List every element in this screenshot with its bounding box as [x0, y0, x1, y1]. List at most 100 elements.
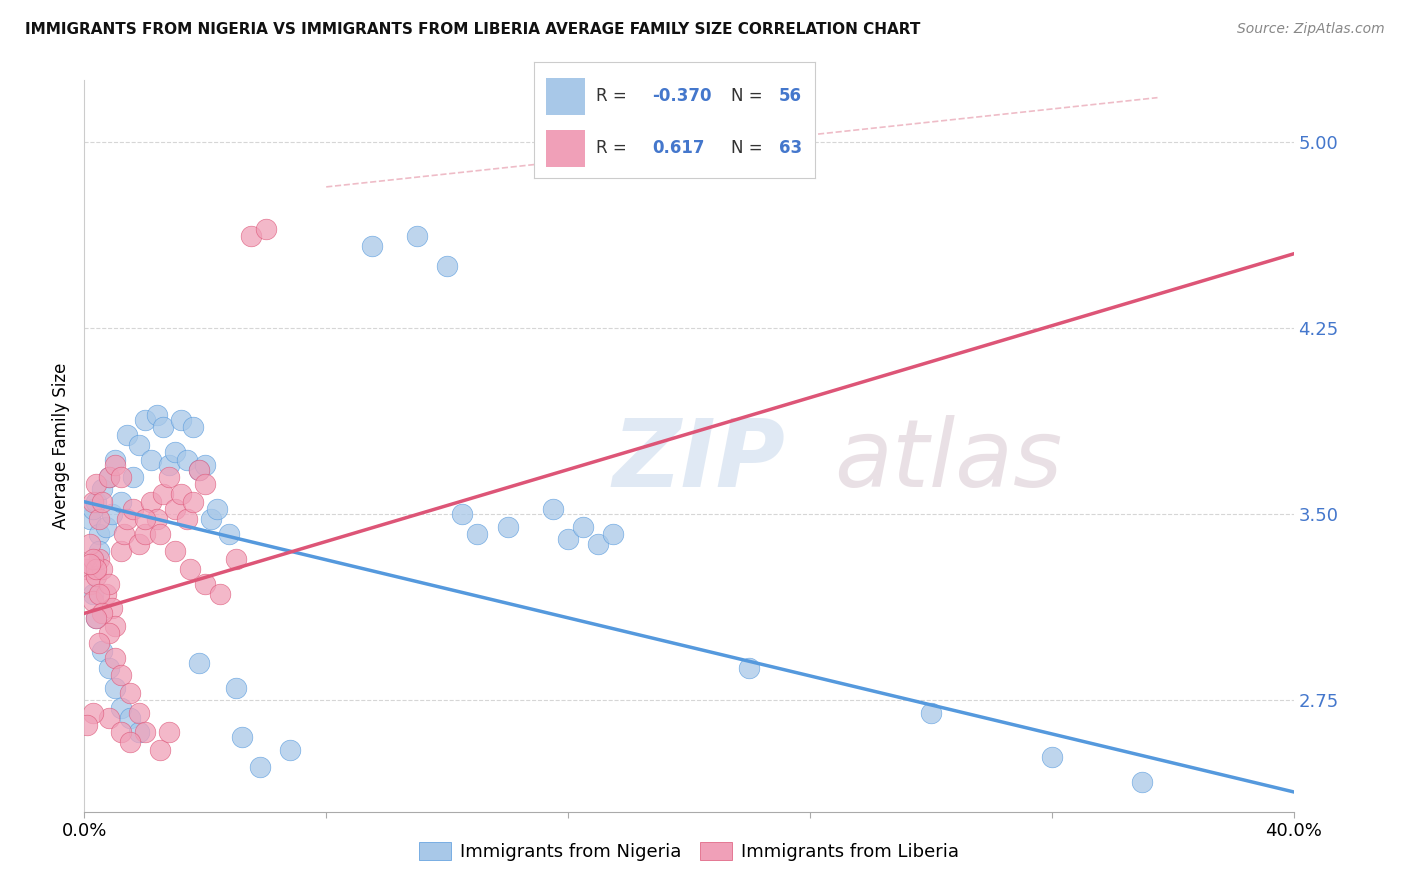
Text: N =: N = — [731, 139, 768, 157]
Point — [139, 452, 162, 467]
Point — [79, 576, 101, 591]
Point — [86, 477, 108, 491]
Text: atlas: atlas — [834, 415, 1063, 506]
Point — [188, 462, 211, 476]
Point — [121, 470, 143, 484]
Point — [170, 487, 193, 501]
Point — [920, 706, 942, 720]
Point — [104, 619, 127, 633]
Point — [104, 452, 127, 467]
Point — [82, 586, 104, 600]
Point — [79, 557, 101, 571]
Point — [91, 495, 114, 509]
Point — [128, 706, 150, 720]
Point — [207, 502, 229, 516]
Point — [451, 507, 474, 521]
Point — [86, 611, 108, 625]
Point — [104, 681, 127, 695]
Point — [588, 537, 610, 551]
Point — [82, 706, 104, 720]
Point — [254, 222, 277, 236]
Point — [152, 420, 174, 434]
Point — [436, 259, 458, 273]
Point — [146, 512, 169, 526]
Point — [91, 607, 114, 621]
Point — [110, 725, 132, 739]
Point — [200, 512, 222, 526]
Legend: Immigrants from Nigeria, Immigrants from Liberia: Immigrants from Nigeria, Immigrants from… — [412, 835, 966, 869]
Point — [97, 710, 120, 724]
Point — [209, 586, 232, 600]
Point — [360, 239, 382, 253]
Point — [82, 594, 104, 608]
Point — [134, 725, 156, 739]
Point — [149, 743, 172, 757]
Point — [176, 452, 198, 467]
Point — [110, 700, 132, 714]
Point — [165, 445, 187, 459]
Point — [572, 519, 595, 533]
Point — [82, 551, 104, 566]
Point — [118, 710, 141, 724]
Text: R =: R = — [596, 87, 633, 105]
Point — [165, 502, 187, 516]
Point — [165, 544, 187, 558]
Point — [249, 760, 271, 774]
Point — [118, 686, 141, 700]
Point — [86, 495, 108, 509]
Point — [82, 502, 104, 516]
Point — [194, 477, 217, 491]
Point — [225, 551, 247, 566]
Point — [194, 458, 217, 472]
Point — [188, 462, 211, 476]
Point — [97, 470, 120, 484]
Point — [97, 661, 120, 675]
Point — [557, 532, 579, 546]
Point — [97, 626, 120, 640]
Point — [1040, 750, 1063, 764]
Text: N =: N = — [731, 87, 768, 105]
Point — [89, 512, 111, 526]
Point — [97, 576, 120, 591]
Point — [94, 586, 117, 600]
Point — [738, 661, 761, 675]
Text: R =: R = — [596, 139, 633, 157]
Point — [110, 470, 132, 484]
Point — [110, 668, 132, 682]
Point — [218, 527, 240, 541]
FancyBboxPatch shape — [546, 129, 585, 167]
Point — [104, 651, 127, 665]
Text: Source: ZipAtlas.com: Source: ZipAtlas.com — [1237, 22, 1385, 37]
Point — [86, 562, 108, 576]
Point — [602, 527, 624, 541]
Point — [118, 735, 141, 749]
Point — [97, 470, 120, 484]
Point — [82, 495, 104, 509]
Point — [139, 495, 162, 509]
Point — [89, 636, 111, 650]
Point — [157, 470, 180, 484]
Point — [225, 681, 247, 695]
Point — [100, 601, 122, 615]
Point — [231, 731, 253, 745]
Point — [134, 512, 156, 526]
Point — [91, 483, 114, 497]
Point — [134, 413, 156, 427]
Point — [146, 408, 169, 422]
Point — [86, 611, 108, 625]
Text: IMMIGRANTS FROM NIGERIA VS IMMIGRANTS FROM LIBERIA AVERAGE FAMILY SIZE CORRELATI: IMMIGRANTS FROM NIGERIA VS IMMIGRANTS FR… — [25, 22, 921, 37]
Point — [134, 527, 156, 541]
Point — [157, 458, 180, 472]
Text: ZIP: ZIP — [613, 415, 786, 507]
Point — [76, 562, 98, 576]
Point — [94, 519, 117, 533]
Point — [86, 569, 108, 583]
Point — [76, 718, 98, 732]
Point — [467, 527, 489, 541]
Point — [100, 507, 122, 521]
Text: 0.617: 0.617 — [652, 139, 704, 157]
Point — [157, 725, 180, 739]
FancyBboxPatch shape — [546, 78, 585, 114]
Point — [89, 527, 111, 541]
Text: 63: 63 — [779, 139, 801, 157]
